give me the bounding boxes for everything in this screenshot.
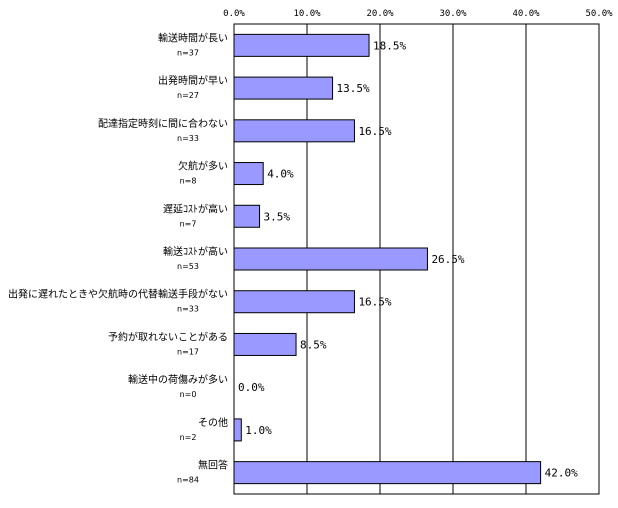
n-label: n=27	[177, 91, 199, 100]
n-label: n=53	[177, 262, 199, 271]
category-label: 配達指定時刻に間に合わない	[98, 117, 228, 130]
bar	[233, 290, 355, 314]
category-label: 出発に遅れたときや欠航時の代替輸送手段がない	[8, 288, 228, 301]
n-label: n=33	[177, 305, 199, 314]
bar	[233, 461, 542, 485]
bar	[233, 162, 264, 186]
category-label: 輸送時間が長い	[158, 31, 228, 44]
bar	[233, 33, 370, 57]
tick-label: 40.0%	[512, 9, 540, 19]
tick-label: 0.0%	[223, 9, 245, 19]
category-label: その他	[198, 416, 228, 429]
category-label: 予約が取れないことがある	[108, 330, 228, 343]
tick-label: 20.0%	[366, 9, 394, 19]
data-label: 4.0%	[267, 168, 294, 181]
data-label: 26.5%	[431, 253, 464, 266]
data-label: 1.0%	[245, 424, 272, 437]
data-label: 16.5%	[358, 125, 391, 138]
bar	[233, 247, 428, 271]
category-label: 欠航が多い	[178, 160, 228, 173]
tick-label: 30.0%	[439, 9, 467, 19]
data-label: 13.5%	[337, 82, 370, 95]
n-label: n=0	[180, 390, 197, 399]
n-label: n=8	[180, 177, 197, 186]
bar	[233, 332, 297, 356]
bar	[233, 204, 261, 228]
n-label: n=17	[177, 347, 199, 356]
n-label: n=2	[180, 433, 197, 442]
data-label: 42.0%	[545, 467, 578, 480]
data-label: 16.5%	[358, 296, 391, 309]
bar	[233, 119, 355, 143]
data-label: 18.5%	[373, 39, 406, 52]
category-label: 遅延ｺｽﾄが高い	[163, 202, 228, 215]
category-label: 輸送中の荷傷みが多い	[128, 373, 228, 386]
data-label: 0.0%	[238, 381, 265, 394]
category-label: 無回答	[198, 459, 228, 472]
category-label: 出発時間が早い	[158, 74, 228, 87]
tick-label: 50.0%	[585, 9, 613, 19]
bar	[233, 76, 334, 100]
n-label: n=33	[177, 134, 199, 143]
bar	[233, 418, 242, 442]
data-label: 8.5%	[300, 338, 327, 351]
data-label: 3.5%	[264, 210, 291, 223]
n-label: n=37	[177, 48, 199, 57]
n-label: n=84	[177, 476, 199, 485]
tick-label: 10.0%	[293, 9, 321, 19]
n-label: n=7	[180, 219, 197, 228]
category-label: 輸送ｺｽﾄが高い	[163, 245, 228, 258]
